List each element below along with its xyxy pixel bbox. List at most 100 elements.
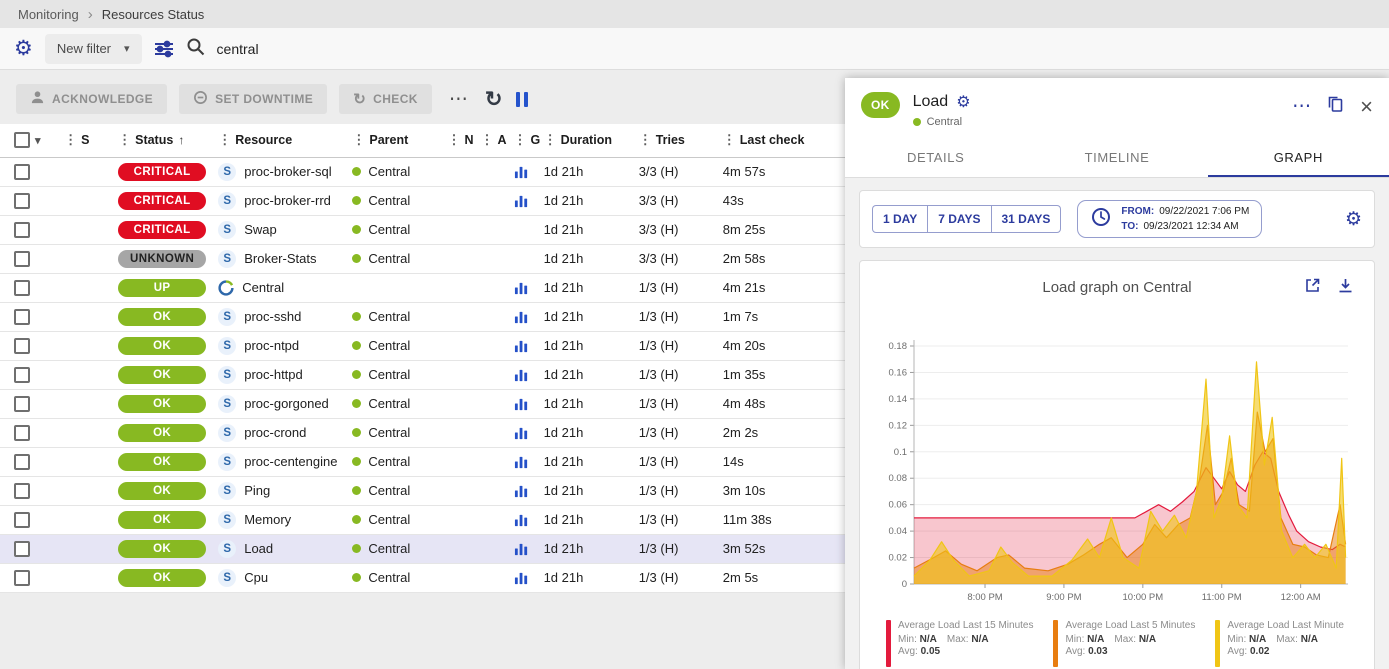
column-header-parent[interactable]: ⋮ Parent <box>352 124 448 158</box>
column-header-status[interactable]: ⋮ Status ↑ <box>114 124 219 158</box>
table-row[interactable]: OK S Memory Central 1d 21h 1/3 (H) 11m 38s <box>0 505 845 535</box>
resource-name[interactable]: proc-gorgoned <box>244 396 329 411</box>
graph-icon[interactable] <box>514 396 544 411</box>
graph-icon[interactable] <box>514 483 544 498</box>
graph-icon[interactable] <box>514 454 544 469</box>
legend-item[interactable]: Average Load Last 15 Minutes Min: N/A Max:… <box>886 620 1033 667</box>
tab-details[interactable]: DETAILS <box>906 150 965 165</box>
check-button[interactable]: ↻ CHECK <box>339 84 432 114</box>
filter-preset-select[interactable]: New filter ▾ <box>44 33 142 64</box>
period-button-7-days[interactable]: 7 DAYS <box>927 205 992 233</box>
resource-name[interactable]: Central <box>242 280 285 295</box>
legend-item[interactable]: Average Load Last 5 Minutes Min: N/A Max: … <box>1053 620 1195 667</box>
resource-name[interactable]: proc-centengine <box>244 454 338 469</box>
column-header-tries[interactable]: ⋮ Tries <box>638 124 723 158</box>
graph-icon[interactable] <box>514 193 544 208</box>
row-checkbox[interactable] <box>14 163 30 180</box>
column-header-a[interactable]: ⋮ A <box>480 124 514 158</box>
drag-handle-icon[interactable]: ⋮ <box>513 132 527 148</box>
graph-icon[interactable] <box>514 164 544 179</box>
row-checkbox[interactable] <box>14 337 30 354</box>
set-downtime-button[interactable]: SET DOWNTIME <box>179 84 328 114</box>
copy-link-icon[interactable] <box>1327 95 1344 118</box>
graph-icon[interactable] <box>514 425 544 440</box>
row-checkbox[interactable] <box>14 453 30 470</box>
column-header-last[interactable]: ⋮ Last check <box>722 124 845 158</box>
row-checkbox[interactable] <box>14 192 30 209</box>
graph-icon[interactable] <box>514 570 544 585</box>
drag-handle-icon[interactable]: ⋮ <box>543 132 557 148</box>
row-checkbox[interactable] <box>14 540 30 557</box>
panel-more-icon[interactable]: ⋯ <box>1292 96 1312 117</box>
table-row[interactable]: UNKNOWN S Broker-Stats Central 1d 21h 3/3 (H)… <box>0 244 845 274</box>
graph-settings-icon[interactable]: ⚙ <box>1344 208 1362 230</box>
drag-handle-icon[interactable]: ⋮ <box>118 132 132 148</box>
breadcrumb-item-resources-status[interactable]: Resources Status <box>101 6 205 22</box>
resource-name[interactable]: proc-sshd <box>244 309 302 324</box>
graph-icon[interactable] <box>514 541 544 556</box>
legend-item[interactable]: Average Load Last Minute Min: N/A Max: N/A… <box>1215 620 1344 667</box>
table-row[interactable]: OK S Load Central 1d 21h 1/3 (H) 3m 52s <box>0 534 845 564</box>
resource-name[interactable]: Ping <box>244 483 271 498</box>
resource-name[interactable]: proc-broker-sql <box>244 164 332 179</box>
acknowledge-button[interactable]: ACKNOWLEDGE <box>16 84 168 114</box>
custom-time-range[interactable]: FROM: 09/22/2021 7:06 PM TO: 09/23/2021 12… <box>1077 200 1263 238</box>
drag-handle-icon[interactable]: ⋮ <box>638 132 652 148</box>
tab-timeline[interactable]: TIMELINE <box>1084 150 1150 165</box>
drag-handle-icon[interactable]: ⋮ <box>352 132 366 148</box>
refresh-icon[interactable]: ↻ <box>484 87 503 111</box>
row-checkbox[interactable] <box>14 482 30 499</box>
table-row[interactable]: CRITICAL S Swap Central 1d 21h 3/3 (H) 8m 25s <box>0 215 845 245</box>
resource-name[interactable]: proc-broker-rrd <box>244 193 331 208</box>
column-header-sev[interactable]: ⋮ S <box>64 124 115 158</box>
tab-graph[interactable]: GRAPH <box>1207 138 1389 177</box>
resource-name[interactable]: proc-crond <box>244 425 307 440</box>
row-checkbox[interactable] <box>14 424 30 441</box>
close-icon[interactable]: × <box>1360 93 1373 119</box>
resource-name[interactable]: proc-httpd <box>244 367 303 382</box>
column-header-res[interactable]: ⋮ Resource <box>218 124 353 158</box>
row-checkbox[interactable] <box>14 250 30 267</box>
table-row[interactable]: OK S Ping Central 1d 21h 1/3 (H) 3m 10s <box>0 476 845 506</box>
period-button-31-days[interactable]: 31 DAYS <box>990 205 1062 233</box>
resource-name[interactable]: proc-ntpd <box>244 338 300 353</box>
drag-handle-icon[interactable]: ⋮ <box>64 132 78 148</box>
resource-name[interactable]: Memory <box>244 512 292 527</box>
filter-settings-icon[interactable]: ⚙ <box>14 37 33 60</box>
column-header-dur[interactable]: ⋮ Duration <box>543 124 639 158</box>
download-icon[interactable] <box>1337 277 1354 294</box>
select-all-caret-icon[interactable]: ▾ <box>35 134 41 147</box>
row-checkbox[interactable] <box>14 366 30 383</box>
more-actions-button[interactable]: ⋯ <box>444 90 473 109</box>
row-checkbox[interactable] <box>14 308 30 325</box>
period-button-1-day[interactable]: 1 DAY <box>872 205 929 233</box>
row-checkbox[interactable] <box>14 279 30 296</box>
column-header-n[interactable]: ⋮ N <box>447 124 481 158</box>
drag-handle-icon[interactable]: ⋮ <box>722 132 736 148</box>
pause-icon[interactable] <box>516 91 529 107</box>
resource-name[interactable]: Load <box>244 541 274 556</box>
column-header-g[interactable]: ⋮ G <box>513 124 544 158</box>
search-input[interactable] <box>216 40 1375 57</box>
row-checkbox[interactable] <box>14 221 30 238</box>
resource-name[interactable]: Cpu <box>244 570 269 585</box>
graph-icon[interactable] <box>514 338 544 353</box>
drag-handle-icon[interactable]: ⋮ <box>447 132 461 148</box>
row-checkbox[interactable] <box>14 569 30 586</box>
table-row[interactable]: UP Central 1d 21h 1/3 (H) 4m 21s <box>0 273 845 303</box>
graph-icon[interactable] <box>514 280 544 295</box>
graph-icon[interactable] <box>514 512 544 527</box>
table-row[interactable]: OK S Cpu Central 1d 21h 1/3 (H) 2m 5s <box>0 563 845 593</box>
advanced-filter-icon[interactable] <box>154 40 174 58</box>
resource-name[interactable]: Broker-Stats <box>244 251 317 266</box>
breadcrumb-item-monitoring[interactable]: Monitoring <box>18 6 79 22</box>
graph-icon[interactable] <box>514 309 544 324</box>
graph-icon[interactable] <box>514 367 544 382</box>
